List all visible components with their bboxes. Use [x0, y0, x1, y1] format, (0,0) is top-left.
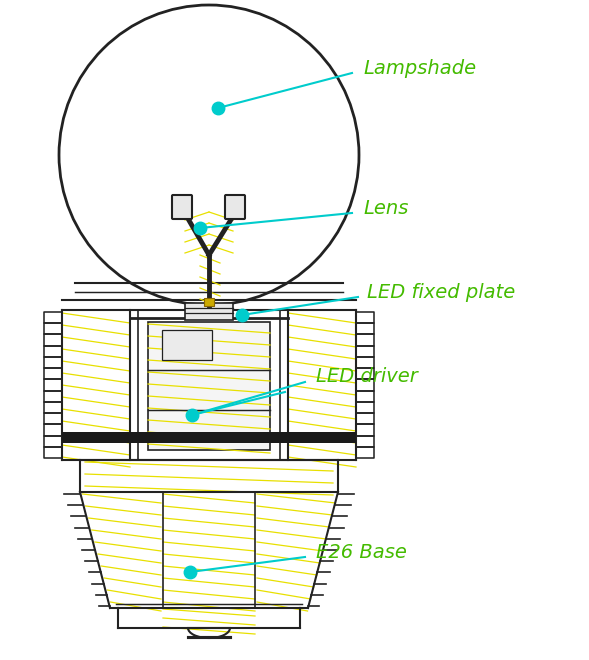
Text: LED fixed plate: LED fixed plate [367, 282, 515, 302]
Text: Lampshade: Lampshade [363, 59, 476, 77]
Text: Lens: Lens [363, 199, 408, 218]
FancyBboxPatch shape [225, 195, 245, 219]
Bar [185, 303, 233, 320]
Text: E26 Base: E26 Base [316, 543, 407, 562]
Bar [148, 322, 270, 450]
Text: LED driver: LED driver [316, 368, 418, 387]
Bar [162, 330, 212, 360]
Bar [204, 298, 214, 306]
Bar [62, 432, 356, 443]
FancyBboxPatch shape [172, 195, 192, 219]
